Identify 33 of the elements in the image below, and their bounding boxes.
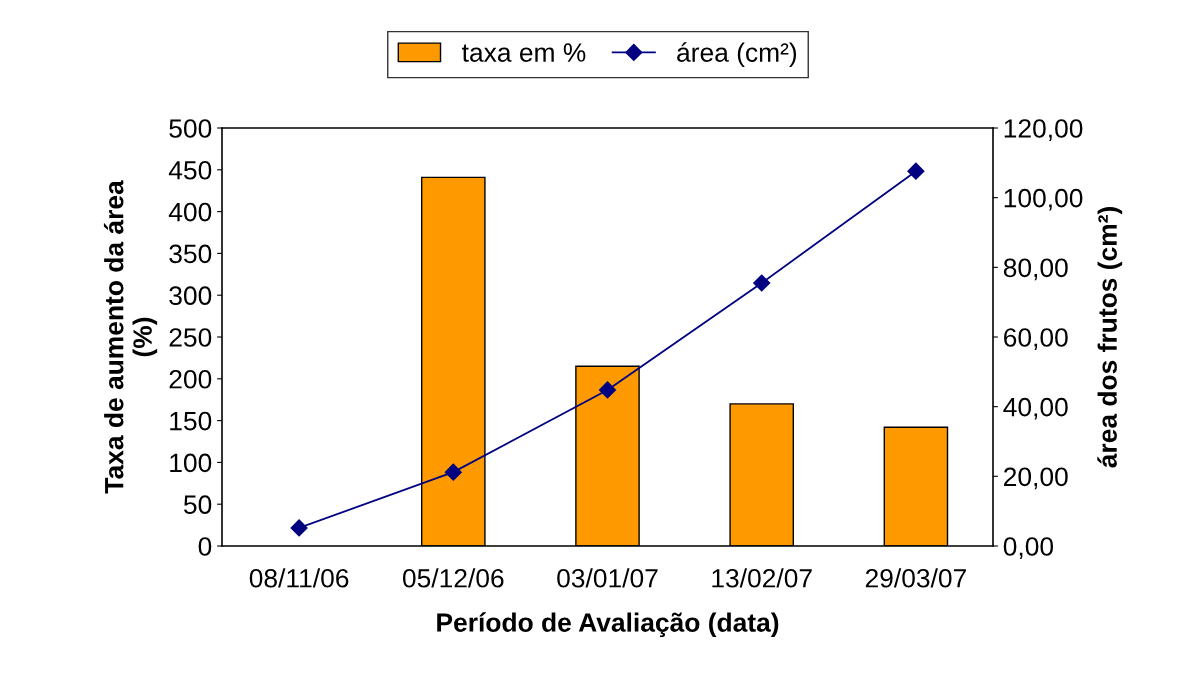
y-tick-label: 0	[198, 537, 212, 556]
y-tick-label: 100	[170, 453, 212, 473]
y-axis-title: Taxa de aumento da área (%)	[103, 180, 158, 494]
point	[444, 463, 462, 481]
y-tick-label: 400	[168, 202, 212, 222]
point	[290, 519, 308, 537]
y2-tick-label: 80,00	[1003, 258, 1068, 281]
x-tick-label: 29/03/07	[865, 568, 966, 588]
point	[598, 381, 617, 399]
y2-tick-label: 20,00	[1004, 467, 1068, 490]
y-tick-label: 450	[168, 160, 212, 180]
point	[907, 162, 925, 180]
y2-tick-label: 120,00	[1004, 119, 1083, 141]
y-tick-label: 200	[169, 369, 212, 389]
x-axis-title: Período de Avaliação (data)	[437, 612, 779, 638]
y-tick-label: 250	[169, 328, 212, 347]
y-tick-label: 150	[170, 411, 212, 431]
y-tick-label: 500	[169, 119, 212, 138]
x-tick-label: 03/01/07	[557, 568, 658, 588]
y2-tick-label: 60,00	[1004, 328, 1068, 350]
legend-label: taxa em %	[462, 43, 586, 62]
legend-label: área (cm²)	[677, 42, 797, 68]
y-tick-label: 50	[183, 495, 212, 515]
y2-tick-label: 40,00	[1003, 397, 1068, 420]
y-tick-label: 350	[169, 244, 212, 264]
point	[753, 274, 771, 292]
y-tick-label: 300	[169, 286, 212, 306]
x-tick-label: 08/11/06	[249, 568, 349, 588]
y2-tick-label: 100,00	[1004, 188, 1083, 211]
x-tick-label: 05/12/06	[402, 568, 504, 588]
y2-axis-title: área dos frutos (cm²)	[1097, 207, 1123, 468]
x-tick-label: 13/02/07	[712, 568, 812, 588]
y2-tick-label: 0,00	[1003, 537, 1054, 559]
